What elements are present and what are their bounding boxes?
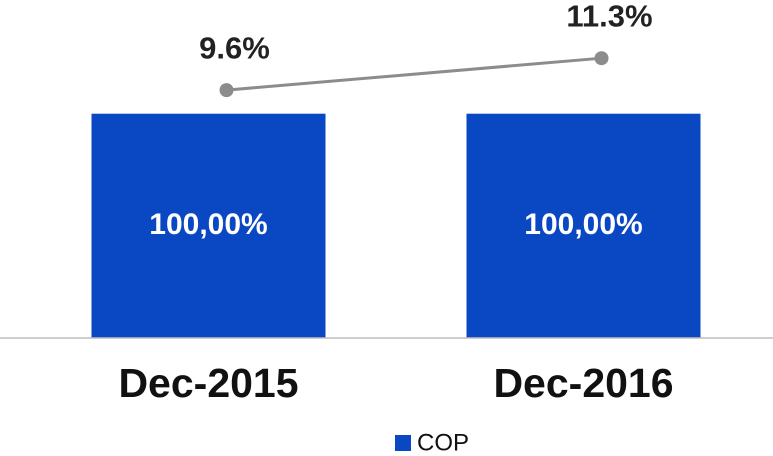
legend-label: COP — [417, 429, 469, 456]
line-point — [594, 51, 609, 66]
bar-value-label: 100,00% — [524, 208, 642, 241]
bar — [91, 113, 326, 338]
bar-value-label: 100,00% — [149, 208, 267, 241]
line-value-label: 9.6% — [199, 30, 270, 65]
x-tick-label: Dec-2016 — [493, 360, 673, 406]
legend-swatch — [395, 435, 411, 451]
line-value-label: 11.3% — [566, 0, 652, 33]
x-tick-label: Dec-2015 — [118, 360, 298, 406]
line — [226, 56, 602, 92]
line-point — [219, 83, 234, 98]
bar — [466, 113, 701, 338]
